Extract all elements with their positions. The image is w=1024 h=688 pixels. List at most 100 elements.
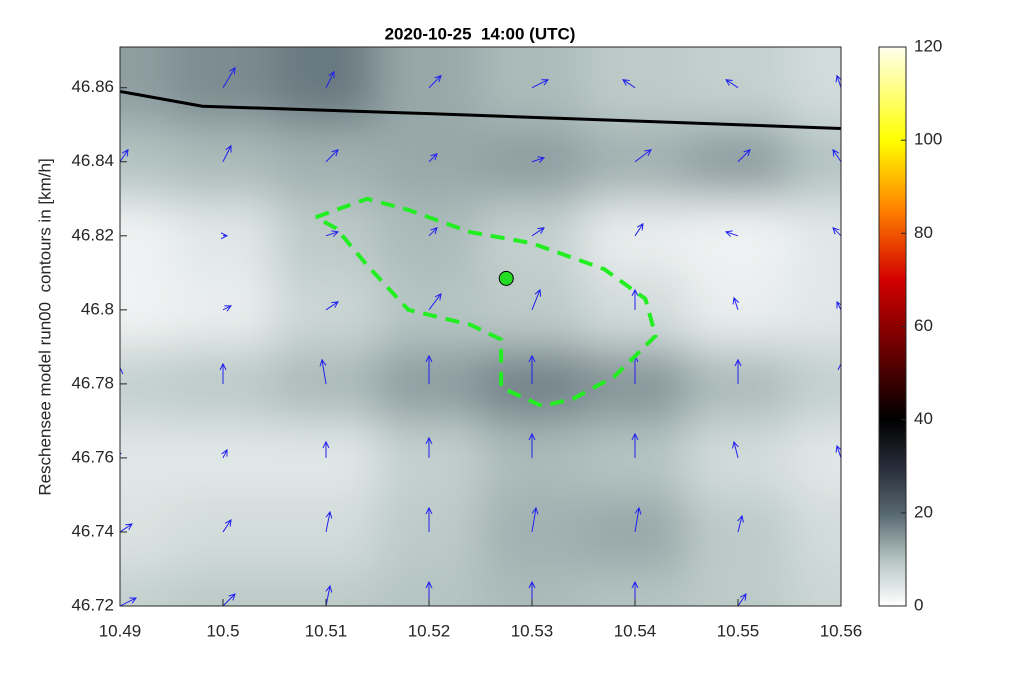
speed-cell xyxy=(171,272,276,348)
speed-cell xyxy=(480,47,585,126)
speed-cell xyxy=(480,420,585,496)
colorbar-tick-label: 80 xyxy=(914,223,933,242)
wind-arrow xyxy=(222,593,236,606)
speed-cell xyxy=(583,47,688,126)
wind-arrow xyxy=(832,227,841,237)
speed-cell xyxy=(789,47,841,126)
wind-arrow xyxy=(531,156,546,163)
speed-cell xyxy=(480,124,585,200)
colorbar-tick-label: 0 xyxy=(914,595,923,614)
wind-arrow xyxy=(322,440,330,458)
wind-arrow xyxy=(634,149,652,163)
wind-arrow xyxy=(531,227,545,237)
overlays xyxy=(120,66,841,606)
wind-arrow xyxy=(222,519,232,533)
wind-arrow xyxy=(531,288,542,311)
speed-cell xyxy=(686,124,791,200)
chart-title: 2020-10-25 14:00 (UTC) xyxy=(385,24,576,43)
y-tick-label: 46.72 xyxy=(71,595,114,614)
wind-arrow xyxy=(325,301,339,311)
speed-cell xyxy=(686,47,791,126)
speed-cell xyxy=(171,494,276,570)
wind-arrow xyxy=(737,148,751,163)
y-tick-label: 46.84 xyxy=(71,151,114,170)
wind-arrow xyxy=(120,148,129,163)
wind-arrow xyxy=(528,432,536,458)
station-marker xyxy=(498,270,514,286)
wind-arrow xyxy=(222,144,232,162)
wind-arrow xyxy=(221,448,228,459)
speed-cell xyxy=(377,198,482,274)
x-tick-label: 10.56 xyxy=(820,621,863,640)
speed-field xyxy=(120,47,841,606)
speed-cell xyxy=(377,420,482,496)
y-tick-label: 46.82 xyxy=(71,225,114,244)
speed-cell xyxy=(583,198,688,274)
speed-cell xyxy=(686,198,791,274)
y-tick-label: 46.86 xyxy=(71,77,114,96)
wind-arrow xyxy=(222,305,232,312)
speed-cell xyxy=(274,346,379,422)
wind-arrow xyxy=(622,79,636,89)
speed-cell xyxy=(171,346,276,422)
wind-arrow xyxy=(325,70,335,88)
x-tick-label: 10.52 xyxy=(408,621,451,640)
speed-cell xyxy=(789,568,841,606)
wind-arrow xyxy=(840,531,841,532)
wind-arrow xyxy=(222,66,236,88)
speed-cell xyxy=(171,124,276,200)
wind-arrow xyxy=(428,227,438,237)
border-line xyxy=(120,89,841,130)
wind-arrow xyxy=(325,510,333,533)
speed-cell xyxy=(789,346,841,422)
speed-cell xyxy=(686,494,791,570)
y-tick-label: 46.76 xyxy=(71,447,114,466)
speed-cell xyxy=(789,198,841,274)
speed-cell xyxy=(274,494,379,570)
plot-frame xyxy=(119,46,842,607)
wind-arrow xyxy=(120,597,137,606)
wind-arrow xyxy=(725,79,739,89)
y-tick-label: 46.74 xyxy=(71,521,114,540)
y-tick-label: 46.78 xyxy=(71,373,114,392)
speed-cell xyxy=(120,198,173,274)
plot-area xyxy=(120,47,841,606)
wind-arrow xyxy=(319,358,327,384)
speed-cell xyxy=(274,124,379,200)
speed-cell xyxy=(120,420,173,496)
wind-arrow xyxy=(528,354,536,384)
wind-arrow xyxy=(734,358,742,384)
speed-cell xyxy=(686,272,791,348)
wind-arrow xyxy=(737,593,747,606)
speed-cell xyxy=(789,494,841,570)
wind-arrow xyxy=(634,506,642,533)
wind-arrow xyxy=(835,74,841,88)
speed-cell xyxy=(377,47,482,126)
speed-cell xyxy=(120,124,173,200)
speed-cell xyxy=(789,272,841,348)
speed-cell xyxy=(120,47,173,126)
wind-arrow xyxy=(837,362,841,384)
wind-arrow xyxy=(428,74,442,89)
x-tick-label: 10.49 xyxy=(99,621,142,640)
speed-cell xyxy=(789,124,841,200)
wind-arrow xyxy=(531,506,539,533)
wind-arrow xyxy=(120,366,124,384)
wind-arrow xyxy=(428,292,442,311)
speed-cell xyxy=(480,494,585,570)
speed-cell xyxy=(377,272,482,348)
speed-cell xyxy=(583,494,688,570)
wind-arrow xyxy=(724,230,739,237)
speed-cell xyxy=(377,124,482,200)
wind-arrow xyxy=(428,152,438,163)
speed-cell xyxy=(583,272,688,348)
speed-cell xyxy=(686,346,791,422)
speed-cell xyxy=(377,494,482,570)
wind-arrow xyxy=(631,432,639,458)
colorbar-tick-label: 100 xyxy=(914,130,942,149)
x-tick-label: 10.55 xyxy=(717,621,760,640)
wind-arrow xyxy=(631,288,639,310)
speed-cell xyxy=(583,420,688,496)
speed-cell xyxy=(480,272,585,348)
